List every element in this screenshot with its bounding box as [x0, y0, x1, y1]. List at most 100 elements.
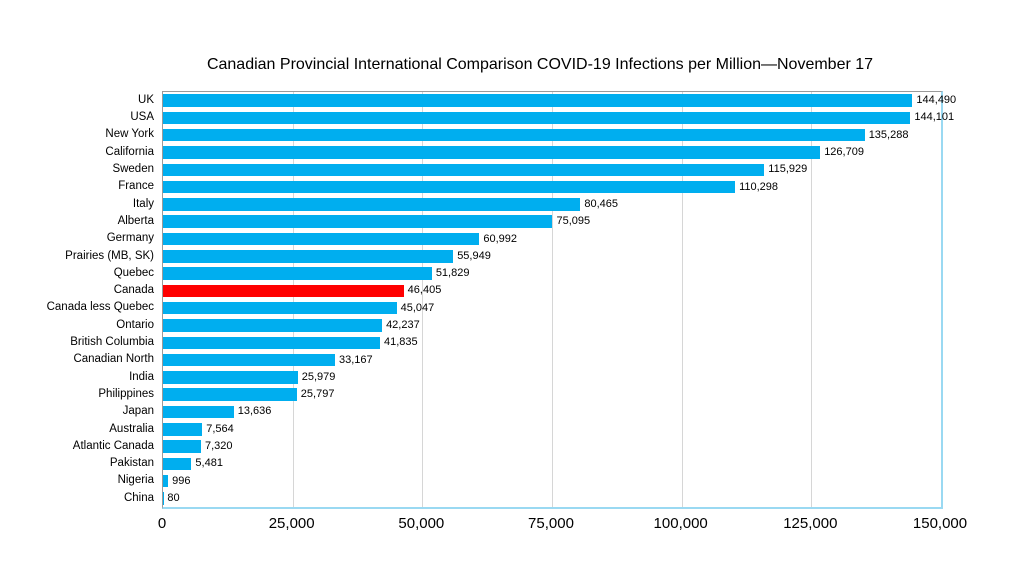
value-label: 7,564 [206, 422, 234, 435]
gridline [681, 92, 683, 507]
category-label: Canadian North [73, 353, 154, 366]
category-label: Nigeria [117, 474, 154, 487]
value-label: 42,237 [386, 319, 420, 331]
bar-row: 51,829 [163, 265, 941, 282]
bar-row: 996 [163, 473, 941, 490]
x-tick-label: 50,000 [398, 515, 445, 532]
x-tick-label: 75,000 [528, 515, 574, 532]
plot-area: 144,490 144,101 135,288 126,709 115,929 110,2… [162, 91, 956, 509]
gridline [292, 92, 294, 507]
category-label: California [105, 145, 154, 158]
bar-row: 25,979 [163, 369, 941, 386]
bar-row: 45,047 [163, 300, 941, 317]
category-label: Prairies (MB, SK) [65, 249, 154, 262]
y-axis-category-labels: UK USA New York California Sweden France Italy… [0, 92, 154, 507]
category-label: Pakistan [109, 457, 154, 470]
bar [163, 198, 581, 211]
bars: 144,490 144,101 135,288 126,709 115,929 110,2… [163, 92, 956, 507]
category-label: UK [138, 93, 154, 106]
x-tick-label: 0 [157, 515, 167, 532]
value-label: 110,298 [739, 180, 779, 193]
bar-row: 41,835 [163, 334, 941, 351]
category-label: Alberta [117, 214, 154, 227]
bar [163, 146, 821, 159]
bar [163, 250, 454, 263]
value-label: 144,490 [916, 94, 957, 107]
bar-row: 42,237 [163, 317, 941, 334]
value-label: 5,481 [195, 457, 223, 470]
value-label: 80 [167, 491, 180, 504]
bar-row: 126,709 [163, 144, 941, 161]
bar [163, 319, 383, 332]
category-label: British Columbia [70, 336, 154, 349]
category-label: India [129, 370, 154, 383]
bar-row: 25,797 [163, 386, 941, 403]
gridline [422, 92, 424, 507]
bar-row: 46,405 [163, 282, 941, 299]
category-label: Ontario [116, 318, 154, 331]
bar-row: 144,490 [163, 92, 956, 109]
bar [163, 232, 480, 246]
category-label: Philippines [98, 387, 154, 400]
bar-row: 7,564 [163, 421, 941, 438]
bar-row: 135,288 [163, 127, 941, 144]
value-label: 996 [172, 474, 191, 487]
x-tick-label: 125,000 [783, 515, 838, 532]
bar [163, 388, 297, 401]
value-label: 41,835 [383, 336, 418, 349]
bar [163, 267, 432, 280]
category-label: USA [130, 111, 154, 124]
category-label: Italy [132, 197, 154, 210]
category-label: Germany [106, 232, 154, 245]
gridline [811, 92, 813, 507]
category-label: Canada less Quebec [46, 301, 154, 314]
value-label: 7,320 [204, 440, 233, 453]
value-label: 80,465 [584, 197, 618, 210]
bar-row: 80 [163, 490, 941, 507]
bar [163, 163, 765, 177]
category-label: Japan [122, 405, 154, 418]
value-label: 51,829 [435, 267, 470, 280]
value-label: 75,095 [556, 215, 591, 228]
value-label: 135,288 [868, 128, 909, 141]
category-label: Canada [113, 284, 154, 297]
value-label: 126,709 [824, 146, 864, 159]
bar [163, 371, 298, 384]
value-label: 144,101 [914, 111, 955, 124]
category-label: Australia [109, 422, 154, 435]
category-label: Quebec [113, 266, 154, 279]
bar-row: 115,929 [163, 161, 941, 178]
bar [163, 180, 736, 194]
gridline [552, 92, 553, 507]
bar [163, 440, 201, 453]
bar [163, 423, 203, 436]
chart-title: Canadian Provincial International Compar… [206, 56, 874, 73]
bar [163, 405, 234, 419]
bar-row: 55,949 [163, 248, 941, 265]
bar-highlight [163, 284, 404, 298]
value-label: 25,979 [301, 370, 336, 383]
bar-row: 7,320 [163, 438, 941, 455]
bar [163, 128, 865, 142]
value-label: 25,797 [300, 388, 335, 401]
bar-row: 75,095 [163, 213, 941, 230]
bar [163, 111, 911, 125]
bar-row: 80,465 [163, 196, 941, 213]
bar [163, 301, 397, 315]
bar-row: 60,992 [163, 230, 941, 247]
bar [163, 353, 336, 367]
bar [163, 474, 169, 488]
category-label: China [123, 491, 154, 504]
value-label: 55,949 [457, 249, 491, 262]
bar [163, 457, 192, 471]
value-label: 45,047 [400, 301, 435, 314]
category-label: France [118, 180, 154, 193]
bar-row: 33,167 [163, 351, 941, 368]
category-label: Atlantic Canada [72, 439, 154, 452]
value-label: 115,929 [768, 163, 808, 176]
value-label: 33,167 [339, 353, 373, 366]
category-label: New York [105, 128, 154, 141]
value-label: 46,405 [407, 284, 442, 297]
x-tick-label: 25,000 [268, 515, 315, 532]
